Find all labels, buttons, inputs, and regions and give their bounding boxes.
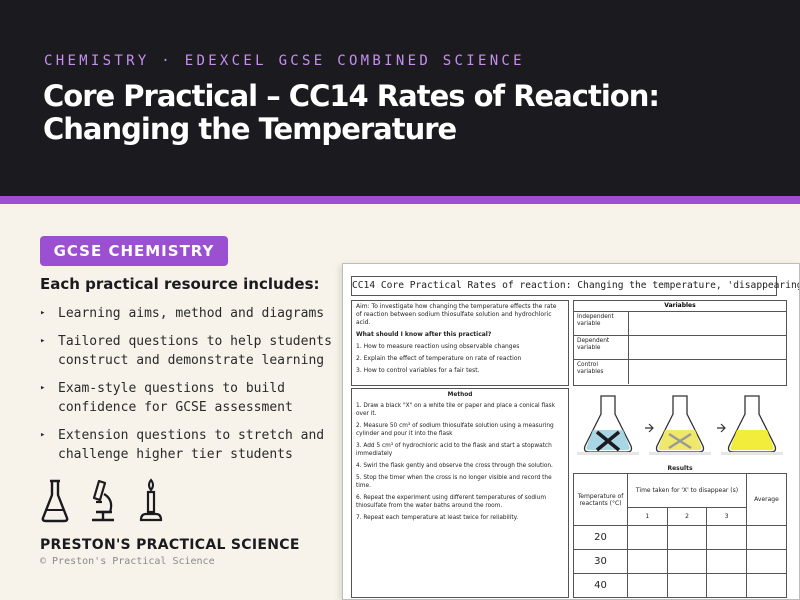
variables-box: Variables Independent variable Dependent…	[573, 300, 787, 386]
results-heading: Results	[667, 465, 693, 472]
method-box: Method 1. Draw a black "X" on a white ti…	[351, 388, 569, 598]
method-step: 1. Draw a black "X" on a white tile or p…	[356, 403, 556, 417]
worksheet-preview: CC14 Core Practical Rates of reaction: C…	[342, 263, 800, 600]
accent-stripe	[0, 196, 800, 204]
aim-text: Aim: To investigate how changing the tem…	[356, 303, 557, 326]
result-cell	[706, 573, 747, 598]
results-header-average: Average	[746, 473, 787, 526]
bullet-icon: ▸	[40, 308, 46, 318]
variable-label: Dependent variable	[574, 336, 629, 359]
feature-text: Extension questions to stretch and chall…	[58, 428, 325, 462]
feature-item: ▸ Learning aims, method and diagrams	[40, 304, 340, 323]
objective-item: 2. Explain the effect of temperature on …	[356, 355, 522, 362]
method-step: 3. Add 5 cm³ of hydrochloric acid to the…	[356, 443, 552, 457]
result-cell	[666, 525, 708, 550]
variable-label: Control variables	[574, 360, 629, 384]
method-heading: Method	[447, 392, 473, 398]
feature-list: ▸ Learning aims, method and diagrams ▸ Tai…	[40, 304, 340, 473]
result-cell	[706, 549, 747, 574]
results-header-temperature: Temperature of reactants (°C)	[573, 473, 628, 526]
variables-heading: Variables	[574, 301, 786, 312]
flask-opaque	[717, 395, 783, 455]
result-cell	[746, 549, 787, 574]
method-step: 4. Swirl the flask gently and observe th…	[356, 463, 553, 469]
variable-row: Control variables	[574, 360, 786, 384]
result-cell	[627, 549, 668, 574]
temperature-cell: 40	[573, 573, 628, 598]
variable-row: Independent variable	[574, 312, 786, 336]
copyright-notice: © Preston's Practical Science	[40, 556, 215, 567]
trial-header: 1	[627, 507, 668, 526]
method-step: 7. Repeat each temperature at least twic…	[356, 515, 519, 521]
bullet-icon: ▸	[40, 430, 46, 440]
result-cell	[746, 573, 787, 598]
trial-header: 2	[666, 507, 708, 526]
feature-text: Learning aims, method and diagrams	[58, 306, 325, 321]
microscope-icon	[92, 479, 114, 522]
bunsen-burner-icon	[139, 478, 163, 522]
result-cell	[746, 525, 787, 550]
trial-header: 3	[706, 507, 747, 526]
feature-item: ▸ Extension questions to stretch and chal…	[40, 426, 340, 464]
method-step: 2. Measure 50 cm³ of sodium thiosulfate …	[356, 423, 554, 437]
feature-item: ▸ Exam-style questions to build confidenc…	[40, 379, 340, 417]
variable-label: Independent variable	[574, 312, 629, 335]
objective-item: 1. How to measure reaction using observa…	[356, 343, 520, 350]
bullet-icon: ▸	[40, 383, 46, 393]
conical-flask-icon	[41, 479, 69, 523]
worksheet-title: CC14 Core Practical Rates of reaction: C…	[351, 276, 799, 296]
knowledge-question: What should I know after this practical?	[356, 331, 492, 338]
temperature-cell: 20	[573, 525, 628, 550]
result-cell	[666, 573, 708, 598]
flask-cloudy	[645, 395, 711, 455]
feature-text: Exam-style questions to build confidence…	[58, 381, 293, 415]
flask-diagram	[573, 388, 787, 466]
brand-name: PRESTON'S PRACTICAL SCIENCE	[40, 537, 300, 553]
category-badge: GCSE CHEMISTRY	[40, 236, 228, 266]
feature-item: ▸ Tailored questions to help students con…	[40, 332, 340, 370]
results-header-time: Time taken for 'X' to disappear (s)	[627, 473, 747, 508]
science-icons	[40, 478, 180, 528]
hero-banner	[0, 0, 800, 196]
result-cell	[627, 525, 668, 550]
result-cell	[666, 549, 708, 574]
result-cell	[706, 525, 747, 550]
flask-clear	[577, 395, 639, 455]
page-title: Core Practical – CC14 Rates of Reaction:…	[43, 79, 660, 146]
objective-item: 3. How to control variables for a fair t…	[356, 367, 480, 374]
bullet-icon: ▸	[40, 336, 46, 346]
method-step: 5. Stop the timer when the cross is no l…	[356, 475, 552, 489]
aims-box: Aim: To investigate how changing the tem…	[351, 300, 569, 386]
feature-text: Tailored questions to help students cons…	[58, 334, 332, 368]
method-step: 6. Repeat the experiment using different…	[356, 495, 546, 509]
variable-row: Dependent variable	[574, 336, 786, 360]
subject-kicker: CHEMISTRY · EDEXCEL GCSE COMBINED SCIENC…	[44, 53, 525, 69]
includes-heading: Each practical resource includes:	[40, 275, 320, 293]
temperature-cell: 30	[573, 549, 628, 574]
result-cell	[627, 573, 668, 598]
results-table: Temperature of reactants (°C) Time taken…	[573, 473, 787, 598]
